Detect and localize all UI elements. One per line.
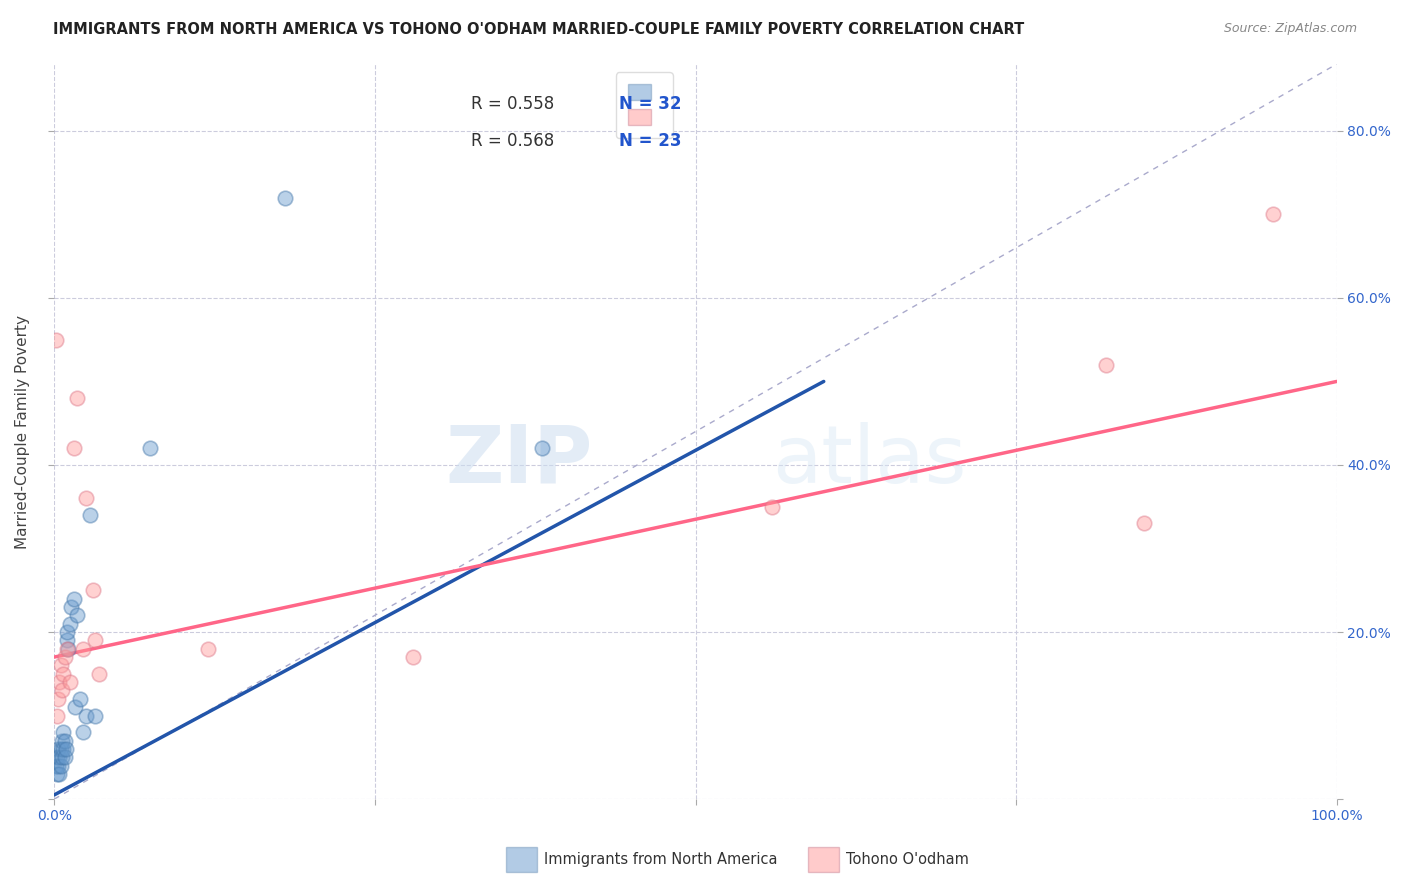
Point — [56, 641, 79, 656]
Point — [45, 758, 67, 772]
Point — [45, 750, 67, 764]
Point — [197, 641, 219, 656]
Text: R = 0.568: R = 0.568 — [471, 132, 554, 150]
Point — [1095, 358, 1118, 372]
Point — [53, 733, 76, 747]
Point — [55, 742, 77, 756]
Point — [45, 708, 67, 723]
Point — [48, 767, 70, 781]
Y-axis label: Married-Couple Family Poverty: Married-Couple Family Poverty — [15, 315, 30, 549]
Point — [72, 641, 94, 656]
Point — [52, 725, 75, 739]
Point — [84, 633, 107, 648]
Point — [530, 442, 553, 456]
Text: atlas: atlas — [772, 422, 967, 500]
Point — [46, 691, 69, 706]
Text: Source: ZipAtlas.com: Source: ZipAtlas.com — [1223, 22, 1357, 36]
Point — [84, 708, 107, 723]
Point — [402, 650, 425, 665]
Point — [52, 666, 75, 681]
Point — [66, 608, 89, 623]
Point — [139, 442, 162, 456]
Text: IMMIGRANTS FROM NORTH AMERICA VS TOHONO O'ODHAM MARRIED-COUPLE FAMILY POVERTY CO: IMMIGRANTS FROM NORTH AMERICA VS TOHONO … — [53, 22, 1025, 37]
Text: N = 32: N = 32 — [619, 95, 681, 113]
Point — [48, 750, 70, 764]
Point — [48, 675, 70, 690]
Point — [45, 767, 67, 781]
Point — [53, 650, 76, 665]
Point — [89, 666, 111, 681]
Point — [49, 758, 72, 772]
Point — [59, 675, 82, 690]
Point — [46, 742, 69, 756]
Point — [75, 708, 97, 723]
Point — [59, 599, 82, 614]
Text: R = 0.558: R = 0.558 — [471, 95, 554, 113]
Point — [274, 191, 297, 205]
Point — [75, 491, 97, 506]
Text: Tohono O'odham: Tohono O'odham — [846, 853, 969, 867]
Point — [52, 742, 75, 756]
Point — [69, 691, 91, 706]
Point — [49, 658, 72, 673]
Text: Immigrants from North America: Immigrants from North America — [544, 853, 778, 867]
Point — [49, 742, 72, 756]
Point — [51, 683, 73, 698]
Point — [59, 616, 82, 631]
Point — [82, 583, 104, 598]
Point — [62, 442, 84, 456]
Point — [45, 333, 67, 347]
Text: ZIP: ZIP — [446, 422, 593, 500]
Point — [63, 700, 86, 714]
Point — [1261, 207, 1284, 221]
Text: N = 23: N = 23 — [619, 132, 681, 150]
Point — [51, 733, 73, 747]
Point — [53, 750, 76, 764]
Point — [62, 591, 84, 606]
Point — [72, 725, 94, 739]
Point — [79, 508, 101, 522]
Point — [51, 750, 73, 764]
Legend: , : , — [616, 72, 672, 138]
Point — [46, 758, 69, 772]
Point — [58, 641, 80, 656]
Point — [761, 500, 783, 514]
Point — [66, 391, 89, 405]
Point — [56, 625, 79, 640]
Point — [56, 633, 79, 648]
Point — [1133, 516, 1156, 531]
